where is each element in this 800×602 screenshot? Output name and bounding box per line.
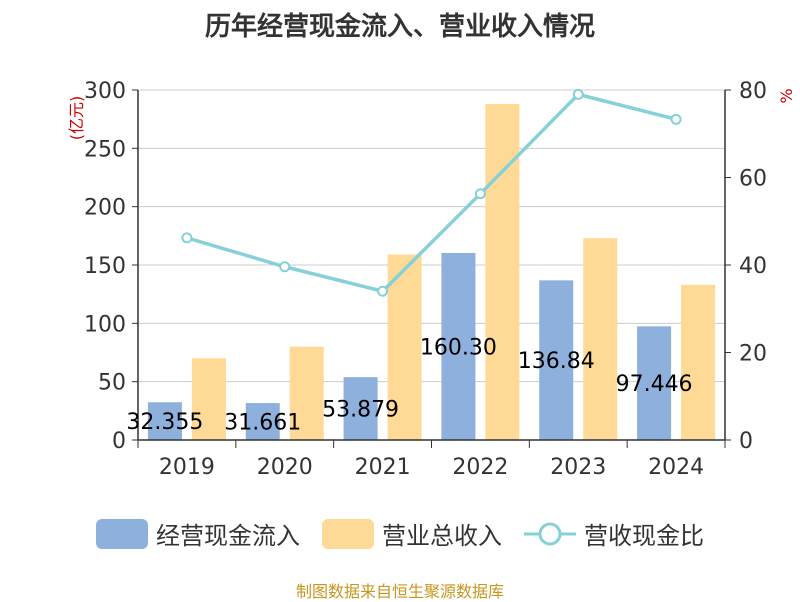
ratio-point xyxy=(670,113,682,125)
bar-total-revenue xyxy=(583,238,618,440)
bar-total-revenue xyxy=(387,254,422,440)
legend-item-cash-inflow[interactable]: 经营现金流入 xyxy=(96,516,300,551)
y-tick-label-right: 80 xyxy=(739,79,767,104)
legend-swatch-total-revenue xyxy=(322,518,374,549)
data-labels: 32.355 31.661 53.879 160.30 136.84 97.446 xyxy=(126,335,692,435)
data-label-cash-inflow: 136.84 xyxy=(518,349,595,374)
bar-total-revenue xyxy=(289,346,324,440)
y-tick-label-right: 40 xyxy=(739,254,767,279)
axes xyxy=(132,89,731,448)
x-tick-label: 2022 xyxy=(452,455,508,480)
ratio-point xyxy=(474,188,486,200)
bar-cash-inflow xyxy=(539,280,574,440)
data-label-cash-inflow: 53.879 xyxy=(322,398,399,423)
legend: 经营现金流入 营业总收入 营收现金比 xyxy=(0,516,800,551)
data-label-cash-inflow: 32.355 xyxy=(126,410,203,435)
y-tick-label-left: 50 xyxy=(98,371,126,396)
ratio-point xyxy=(279,261,291,273)
legend-label-total-revenue: 营业总收入 xyxy=(382,522,502,550)
chart-canvas: 0 50 100 150 200 250 300 0 20 40 60 80 2019 2020 2021 2… xyxy=(67,79,796,480)
y-tick-label-left: 100 xyxy=(84,312,126,337)
x-tick-label: 2021 xyxy=(355,455,411,480)
bar-cash-inflow xyxy=(245,403,280,440)
x-tick-label: 2023 xyxy=(550,455,606,480)
legend-label-cash-inflow: 经营现金流入 xyxy=(156,522,300,550)
y-tick-label-left: 250 xyxy=(84,137,126,162)
legend-swatch-cash-inflow xyxy=(96,518,148,549)
y-tick-label-left: 300 xyxy=(84,79,126,104)
x-tick-label: 2020 xyxy=(257,455,313,480)
y-axis-label-right: % xyxy=(777,88,796,103)
bar-cash-inflow xyxy=(343,377,378,440)
grid-lines xyxy=(138,89,725,383)
bar-total-revenue xyxy=(191,358,226,440)
source-footer: 制图数据来自恒生聚源数据库 xyxy=(295,582,504,601)
x-tick-label: 2024 xyxy=(648,455,704,480)
tick-labels: 0 50 100 150 200 250 300 0 20 40 60 80 2019 2020 2021 2… xyxy=(84,79,767,480)
ratio-point xyxy=(572,88,584,100)
y-tick-label-left: 200 xyxy=(84,196,126,221)
y-axis-label-left: (亿元) xyxy=(67,96,86,141)
data-label-cash-inflow: 31.661 xyxy=(224,411,301,436)
bar-cash-inflow xyxy=(637,326,672,440)
ratio-line-path xyxy=(186,92,677,294)
bar-cash-inflow xyxy=(441,252,476,440)
data-label-cash-inflow: 160.30 xyxy=(420,335,497,360)
y-tick-label-right: 60 xyxy=(739,167,767,192)
chart-title: 历年经营现金流入、营业收入情况 xyxy=(204,12,595,42)
ratio-point xyxy=(181,232,193,244)
legend-line-marker-icon xyxy=(524,522,576,545)
legend-item-cash-ratio[interactable]: 营收现金比 xyxy=(524,516,704,551)
ratio-line xyxy=(181,88,682,297)
legend-item-total-revenue[interactable]: 营业总收入 xyxy=(322,516,502,551)
x-tick-label: 2019 xyxy=(159,455,215,480)
legend-label-cash-ratio: 营收现金比 xyxy=(584,522,704,550)
bar-cash-inflow xyxy=(147,402,182,440)
bar-total-revenue xyxy=(485,104,520,440)
y-tick-label-right: 20 xyxy=(739,342,767,367)
data-label-cash-inflow: 97.446 xyxy=(616,372,693,397)
y-tick-label-left: 150 xyxy=(84,254,126,279)
ratio-point xyxy=(377,285,389,297)
bar-total-revenue xyxy=(681,284,716,440)
y-tick-label-left: 0 xyxy=(112,429,126,454)
bars xyxy=(147,104,716,440)
y-tick-label-right: 0 xyxy=(739,429,753,454)
